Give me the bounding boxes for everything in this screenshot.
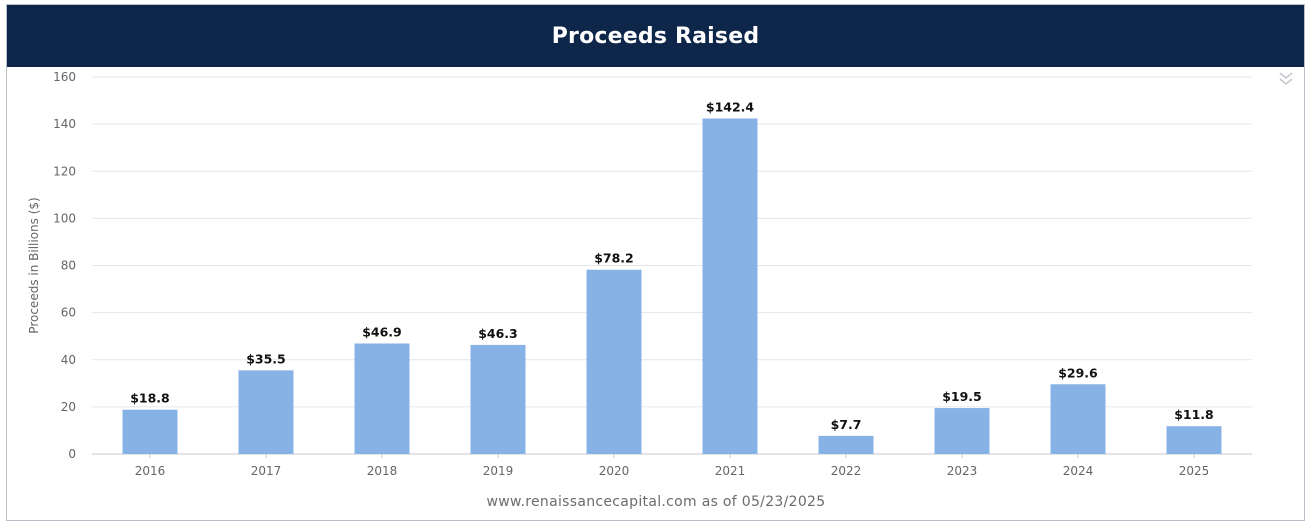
data-label: $142.4 bbox=[706, 99, 755, 114]
double-chevron-down-icon[interactable] bbox=[1278, 70, 1294, 88]
bar bbox=[1050, 384, 1106, 454]
bar bbox=[238, 370, 294, 454]
data-label: $11.8 bbox=[1174, 407, 1214, 422]
bar bbox=[122, 409, 178, 454]
y-tick-label: 0 bbox=[68, 447, 76, 461]
x-tick-label: 2017 bbox=[251, 464, 282, 478]
bar bbox=[818, 435, 874, 454]
x-tick-label: 2024 bbox=[1063, 464, 1094, 478]
y-tick-label: 80 bbox=[61, 259, 76, 273]
bar bbox=[586, 269, 642, 454]
chart-header: Proceeds Raised bbox=[7, 5, 1304, 67]
y-axis-title: Proceeds in Billions ($) bbox=[27, 197, 41, 333]
data-label: $46.9 bbox=[362, 324, 402, 339]
bar bbox=[470, 344, 526, 454]
bar bbox=[1166, 426, 1222, 454]
data-label: $35.5 bbox=[246, 351, 286, 366]
data-label: $19.5 bbox=[942, 389, 982, 404]
y-tick-label: 40 bbox=[61, 353, 76, 367]
x-tick-label: 2016 bbox=[135, 464, 166, 478]
bar bbox=[934, 408, 990, 454]
y-tick-label: 120 bbox=[53, 164, 76, 178]
x-tick-label: 2022 bbox=[831, 464, 862, 478]
x-tick-label: 2025 bbox=[1179, 464, 1210, 478]
y-tick-label: 160 bbox=[53, 70, 76, 84]
y-tick-label: 100 bbox=[53, 211, 76, 225]
data-label: $46.3 bbox=[478, 326, 518, 341]
data-label: $18.8 bbox=[130, 391, 170, 406]
data-label: $78.2 bbox=[594, 251, 634, 266]
x-tick-label: 2020 bbox=[599, 464, 630, 478]
bar bbox=[702, 118, 758, 454]
y-tick-label: 60 bbox=[61, 306, 76, 320]
x-tick-label: 2021 bbox=[715, 464, 746, 478]
y-tick-label: 20 bbox=[61, 400, 76, 414]
bar bbox=[354, 343, 410, 454]
x-tick-label: 2018 bbox=[367, 464, 398, 478]
chart-title: Proceeds Raised bbox=[551, 23, 760, 49]
data-label: $29.6 bbox=[1058, 365, 1098, 380]
y-tick-label: 140 bbox=[53, 117, 76, 131]
x-tick-label: 2023 bbox=[947, 464, 978, 478]
data-label: $7.7 bbox=[831, 417, 862, 432]
source-credit: www.renaissancecapital.com as of 05/23/2… bbox=[486, 494, 826, 510]
x-tick-label: 2019 bbox=[483, 464, 514, 478]
chart-panel: Proceeds Raised bbox=[6, 4, 1305, 521]
